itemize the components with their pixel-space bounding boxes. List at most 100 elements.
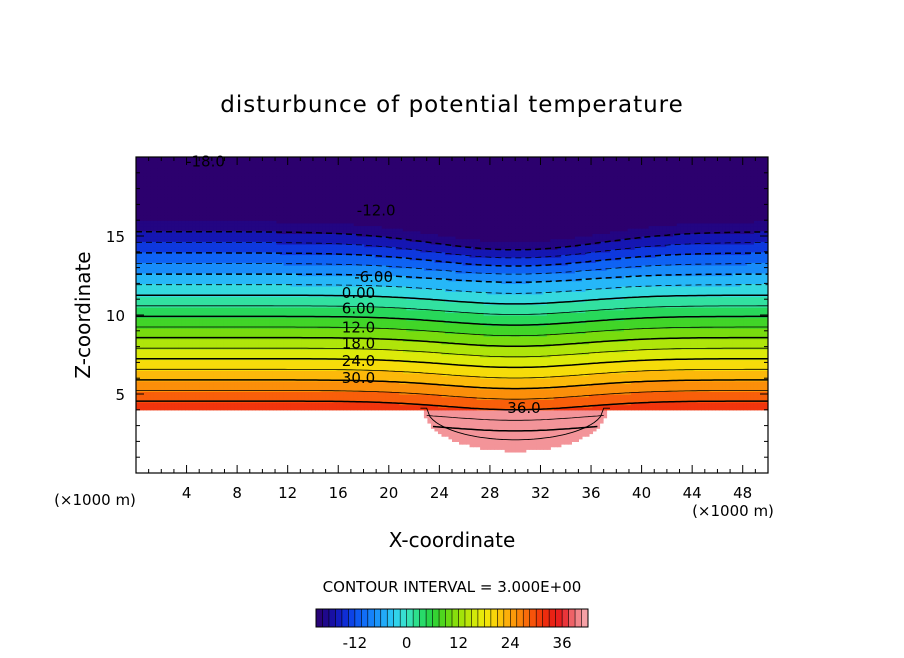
- heatmap-cell: [508, 441, 513, 445]
- heatmap-cell: [522, 412, 527, 416]
- heatmap-cell: [560, 436, 565, 440]
- heatmap-cell: [518, 420, 523, 424]
- heatmap-cell: [452, 420, 457, 424]
- heatmap-cell: [255, 404, 260, 408]
- heatmap-cell: [518, 417, 523, 421]
- heatmap-cell: [571, 428, 576, 432]
- heatmap-cell: [487, 436, 492, 440]
- heatmap-cell: [557, 412, 562, 416]
- heatmap-cell: [522, 430, 527, 435]
- heatmap-cell: [746, 401, 752, 406]
- heatmap-cell: [497, 399, 502, 403]
- heatmap-cell: [588, 412, 594, 416]
- heatmap-cell: [581, 401, 587, 406]
- heatmap-cell: [139, 396, 144, 400]
- heatmap-cell: [518, 444, 523, 448]
- heatmap-cell: [532, 433, 537, 437]
- heatmap-cell: [641, 404, 646, 408]
- heatmap-cell: [171, 407, 176, 411]
- heatmap-cell: [444, 412, 450, 416]
- heatmap-cell: [553, 415, 558, 419]
- heatmap-cell: [518, 428, 523, 432]
- heatmap-cell: [213, 407, 218, 411]
- heatmap-cell: [195, 396, 200, 400]
- heatmap-cell: [483, 401, 488, 406]
- heatmap-cell: [602, 409, 608, 414]
- heatmap-cell: [494, 399, 499, 403]
- heatmap-cell: [459, 438, 464, 442]
- heatmap-cell: [452, 417, 457, 421]
- heatmap-cell: [578, 417, 583, 421]
- heatmap-cell: [690, 401, 695, 406]
- heatmap-cell: [466, 401, 471, 406]
- heatmap-cell: [487, 404, 492, 408]
- heatmap-cell: [564, 430, 569, 435]
- heatmap-cell: [466, 430, 471, 435]
- heatmap-cell: [504, 415, 509, 419]
- heatmap-cell: [480, 415, 485, 419]
- heatmap-cell: [571, 401, 576, 406]
- heatmap-cell: [515, 441, 520, 445]
- heatmap-cell: [437, 430, 443, 435]
- heatmap-cell: [501, 430, 506, 435]
- heatmap-cell: [171, 396, 176, 400]
- heatmap-cell: [318, 401, 323, 406]
- heatmap-cell: [476, 444, 481, 448]
- heatmap-cell: [718, 401, 723, 406]
- heatmap-cell: [441, 428, 446, 432]
- heatmap-cell: [441, 407, 446, 411]
- heatmap-cell: [595, 401, 601, 406]
- heatmap-cell: [543, 404, 548, 408]
- heatmap-cell: [539, 422, 544, 427]
- heatmap-cell: [202, 404, 207, 408]
- heatmap-cell: [518, 415, 523, 419]
- heatmap-cell: [413, 404, 418, 408]
- heatmap-cell: [490, 441, 495, 445]
- heatmap-cell: [434, 428, 439, 432]
- heatmap-cell: [627, 407, 632, 411]
- heatmap-cell: [381, 396, 386, 400]
- heatmap-cell: [529, 433, 534, 437]
- heatmap-cell: [606, 407, 611, 411]
- heatmap-cell: [585, 428, 590, 432]
- heatmap-cell: [536, 425, 541, 429]
- heatmap-cell: [518, 446, 523, 450]
- heatmap-cell: [515, 425, 520, 429]
- heatmap-cell: [476, 441, 481, 445]
- heatmap-cell: [564, 420, 569, 424]
- heatmap-cell: [588, 417, 594, 421]
- heatmap-cell: [455, 436, 460, 440]
- heatmap-cell: [529, 438, 534, 442]
- heatmap-cell: [610, 401, 615, 406]
- heatmap-cell: [578, 407, 583, 411]
- heatmap-cell: [511, 428, 516, 432]
- heatmap-cell: [367, 399, 372, 403]
- heatmap-cell: [459, 401, 464, 406]
- heatmap-cell: [223, 404, 228, 408]
- heatmap-cell: [532, 415, 537, 419]
- heatmap-cell: [181, 407, 186, 411]
- heatmap-cell: [150, 401, 155, 406]
- heatmap-cell: [290, 401, 295, 406]
- heatmap-cell: [318, 404, 323, 408]
- heatmap-cell: [406, 399, 411, 403]
- heatmap-cell: [455, 407, 460, 411]
- heatmap-cell: [515, 436, 520, 440]
- heatmap-cell: [371, 404, 376, 408]
- heatmap-cell: [557, 433, 562, 437]
- heatmap-cell: [494, 438, 499, 442]
- heatmap-cell: [427, 420, 432, 424]
- heatmap-cell: [388, 399, 393, 403]
- heatmap-cell: [571, 420, 576, 424]
- heatmap-cell: [423, 415, 429, 419]
- heatmap-cell: [283, 396, 288, 400]
- heatmap-cell: [504, 430, 509, 435]
- heatmap-cell: [504, 438, 509, 442]
- heatmap-cell: [255, 396, 260, 400]
- heatmap-cell: [504, 449, 509, 453]
- heatmap-cell: [353, 399, 358, 403]
- heatmap-cell: [557, 420, 562, 424]
- heatmap-cell: [525, 430, 530, 435]
- heatmap-cell: [304, 407, 309, 411]
- heatmap-cell: [550, 404, 555, 408]
